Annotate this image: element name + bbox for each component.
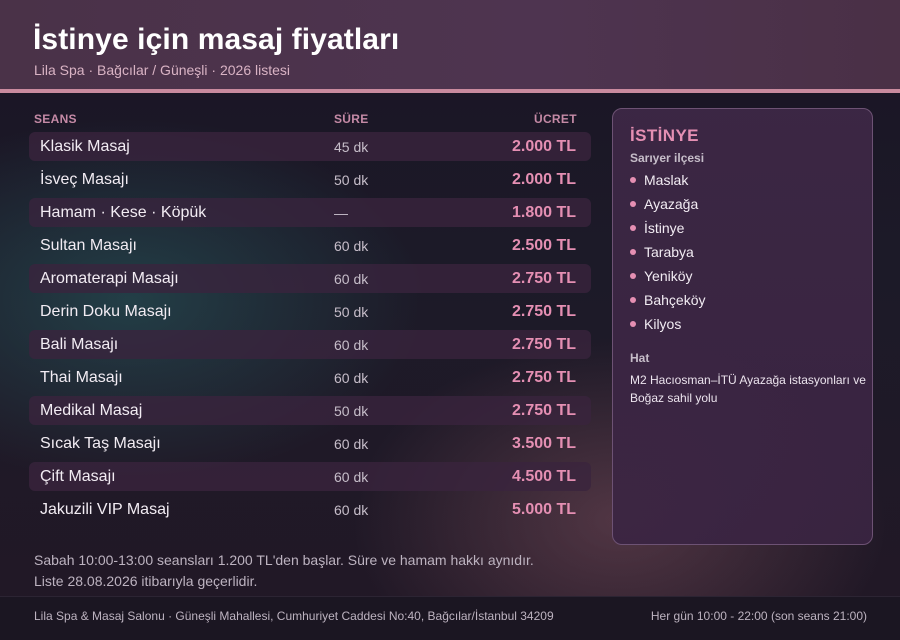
neighborhood-name: Yeniköy [644,268,693,284]
row-duration: 50 dk [334,304,369,320]
row-service-name: Bali Masajı [40,336,119,353]
neighborhood-name: Tarabya [644,244,694,260]
list-item: İstinye [630,219,705,243]
transit-label: Hat [630,351,650,365]
row-price: 2.000 TL [511,171,576,188]
table-row: Medikal Masaj 50 dk 2.750 TL [29,396,591,425]
neighborhood-name: Kilyos [644,316,682,332]
bullet-icon [630,273,636,279]
row-price: 5.000 TL [511,501,576,518]
row-service-name: Medikal Masaj [40,402,143,419]
neighborhood-name: Bahçeköy [644,292,706,308]
neighborhood-name: Maslak [644,172,689,188]
table-row: Klasik Masaj 45 dk 2.000 TL [29,132,591,161]
row-duration: 60 dk [334,271,369,287]
row-service-name: Aromaterapi Masajı [40,270,179,287]
footer-hours: Her gün 10:00 - 22:00 (son seans 21:00) [650,609,867,623]
row-service-name: Sultan Masajı [40,237,137,254]
row-service-name: Jakuzili VIP Masaj [40,501,170,518]
neighborhood-name: İstinye [644,220,685,236]
table-row: Çift Masajı 60 dk 4.500 TL [29,462,591,491]
table-row: Jakuzili VIP Masaj 60 dk 5.000 TL [29,495,591,524]
row-duration: 60 dk [334,370,369,386]
panel-district: Sarıyer ilçesi [630,151,705,165]
table-row: Hamam · Kese · Köpük — 1.800 TL [29,198,591,227]
page-header: İstinye için masaj fiyatları Lila Spa · … [0,0,900,89]
bullet-icon [630,201,636,207]
row-price: 4.500 TL [511,468,576,485]
footer-address: Lila Spa & Masaj Salonu · Güneşli Mahall… [34,609,554,623]
row-price: 2.750 TL [511,336,576,353]
row-service-name: Thai Masajı [40,369,123,386]
row-price: 2.000 TL [511,138,576,155]
list-item: Tarabya [630,243,705,267]
row-duration: 50 dk [334,172,369,188]
row-price: 2.750 TL [511,270,576,287]
district-panel: İSTİNYE Sarıyer ilçesi Maslak Ayazağa İsti… [612,108,873,545]
bullet-icon [630,297,636,303]
row-duration: 50 dk [334,403,369,419]
row-service-name: Klasik Masaj [40,138,130,155]
row-price: 2.750 TL [511,402,576,419]
row-price: 1.800 TL [511,204,576,221]
bullet-icon [630,177,636,183]
row-price: 2.750 TL [511,303,576,320]
table-row: Derin Doku Masajı 50 dk 2.750 TL [29,297,591,326]
neighborhood-list: Maslak Ayazağa İstinye Tarabya Yeniköy Bahçek… [630,171,705,339]
bullet-icon [630,321,636,327]
row-service-name: Derin Doku Masajı [40,303,172,320]
neighborhood-name: Ayazağa [644,196,699,212]
page-title: İstinye için masaj fiyatları [33,23,400,56]
row-duration: — [334,205,348,221]
row-duration: 60 dk [334,469,369,485]
column-header-price: ÜCRET [534,112,577,126]
page-footer: Lila Spa & Masaj Salonu · Güneşli Mahall… [0,596,900,640]
column-header-session: SEANS [34,112,77,126]
row-duration: 60 dk [334,238,369,254]
table-row: Bali Masajı 60 dk 2.750 TL [29,330,591,359]
row-service-name: Hamam · Kese · Köpük [40,204,207,221]
table-row: Sultan Masajı 60 dk 2.500 TL [29,231,591,260]
row-duration: 60 dk [334,502,369,518]
list-item: Yeniköy [630,267,705,291]
note-morning-sessions: Sabah 10:00-13:00 seansları 1.200 TL'den… [34,552,534,568]
column-header-duration: SÜRE [334,112,369,126]
row-service-name: İsveç Masajı [40,171,129,188]
table-row: Thai Masajı 60 dk 2.750 TL [29,363,591,392]
list-item: Bahçeköy [630,291,705,315]
row-price: 2.750 TL [511,369,576,386]
table-row: Aromaterapi Masajı 60 dk 2.750 TL [29,264,591,293]
row-duration: 45 dk [334,139,369,155]
price-table: Klasik Masaj 45 dk 2.000 TL İsveç Masajı 50 … [29,132,591,528]
panel-title: İSTİNYE [630,126,699,145]
bullet-icon [630,225,636,231]
note-validity: Liste 28.08.2026 itibarıyla geçerlidir. [34,573,258,589]
list-item: Kilyos [630,315,705,339]
table-row: Sıcak Taş Masajı 60 dk 3.500 TL [29,429,591,458]
row-duration: 60 dk [334,436,369,452]
row-service-name: Sıcak Taş Masajı [40,435,161,452]
row-service-name: Çift Masajı [40,468,116,485]
row-price: 3.500 TL [511,435,576,452]
bullet-icon [630,249,636,255]
header-divider [0,89,900,93]
row-duration: 60 dk [334,337,369,353]
list-item: Ayazağa [630,195,705,219]
table-row: İsveç Masajı 50 dk 2.000 TL [29,165,591,194]
row-price: 2.500 TL [511,237,576,254]
page-subtitle: Lila Spa · Bağcılar / Güneşli · 2026 lis… [34,62,291,78]
transit-text: M2 Hacıosman–İTÜ Ayazağa istasyonları ve… [630,373,866,405]
list-item: Maslak [630,171,705,195]
